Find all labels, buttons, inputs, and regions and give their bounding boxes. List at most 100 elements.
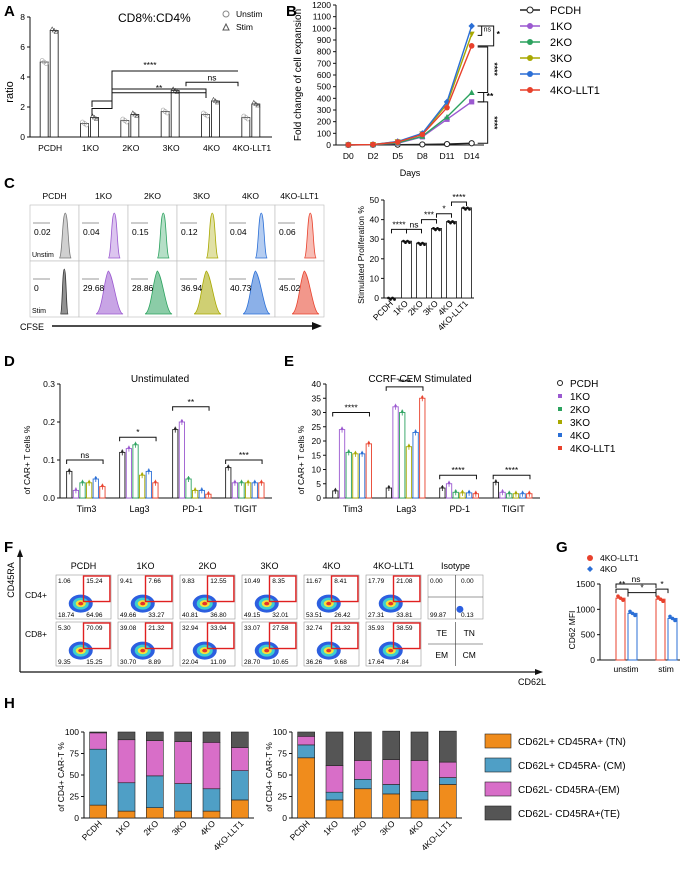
panel-b-point [468, 31, 475, 38]
panel-h-legend-swatch [484, 781, 512, 797]
panel-e-legend-marker [558, 394, 562, 398]
panel-g-point [633, 613, 637, 618]
panel-a-y-tick-label: 6 [20, 42, 25, 52]
cfse-label: CFSE [20, 322, 44, 332]
panel-h2-bar-te [439, 730, 457, 763]
panel-b-sig-label: * [497, 29, 501, 39]
flow-quad-ul: 11.67 [306, 578, 322, 585]
flow-gate-tn [206, 575, 235, 603]
panel-c-bar [461, 207, 472, 299]
panel-b-y-tick-label: 0 [326, 140, 331, 150]
panel-d-y-tick-label: 0.2 [43, 417, 55, 427]
histogram-value: 0.04 [230, 227, 247, 237]
panel-b-line-4ko-llt1 [348, 45, 473, 146]
panel-c-point [404, 241, 407, 245]
legend-unstim-marker [222, 10, 230, 18]
legend-stim-label: Stim [236, 22, 253, 32]
panel-c-point [423, 243, 426, 247]
histogram-value: 0.12 [181, 227, 198, 237]
panel-a-x-label: 4KO-LLT1 [233, 143, 272, 153]
panel-a-point [132, 111, 138, 117]
panel-e-bar-4ko [358, 453, 366, 499]
panel-b-y-tick-label: 1100 [313, 12, 332, 22]
panel-e-point [501, 490, 504, 493]
panel-g-sig-bracket [627, 592, 657, 597]
panel-h2-bar-em [325, 765, 344, 793]
panel-b-point [394, 139, 401, 145]
panel-d-point [101, 484, 104, 487]
panel-e-point [467, 490, 471, 494]
panel-a-ylabel: ratio [4, 81, 16, 102]
panel-h2-bar-tn [382, 793, 400, 819]
panel-h1-bar-cm [231, 770, 249, 801]
panel-e-legend-label: 2KO [570, 405, 590, 416]
panel-a-point [91, 114, 98, 120]
panel-h2-bar-tn [354, 788, 372, 819]
panel-c-col-header: 2KO [144, 191, 161, 201]
panel-c-bar [401, 240, 412, 299]
panel-h2-x-label: 1KO [321, 818, 340, 837]
panel-c-point [391, 296, 394, 300]
histogram-frame [29, 204, 80, 262]
panel-e-point [421, 396, 424, 399]
panel-a-sig-label: ns [208, 72, 217, 82]
panel-b-legend-label: 3KO [550, 53, 572, 65]
panel-h2-bar-cm [354, 778, 372, 790]
panel-a-y-tick-label: 0 [20, 132, 25, 142]
panel-c-y-tick-label: 40 [370, 215, 380, 225]
panel-e-point [354, 451, 357, 455]
panel-h1-bar-cm [117, 782, 136, 812]
panel-b-legend-marker [527, 39, 533, 45]
panel-c-point [464, 207, 467, 211]
panel-a-point [245, 116, 251, 122]
flow-quad-ll: 49.15 [244, 612, 261, 619]
panel-d-sig-label: * [136, 427, 140, 437]
panel-b-sig-bracket [477, 101, 489, 144]
panel-d-point [260, 480, 263, 483]
flow-density-peak [326, 648, 332, 653]
panel-e-point [461, 490, 464, 494]
panel-h2-y-tick-label: 100 [273, 727, 287, 737]
flow-quad-ul: 35.93 [368, 625, 385, 632]
panel-c-col-header: 4KO [242, 191, 259, 201]
histogram-curve [205, 212, 219, 259]
panel-b-legend-marker [527, 71, 533, 77]
panel-c-point [393, 298, 396, 301]
panel-b-sig-bracket [477, 25, 495, 47]
panel-c-col-header: 3KO [193, 191, 210, 201]
panel-h2-bar-em [382, 759, 400, 785]
panel-c-point [453, 221, 456, 225]
panel-d-point [127, 446, 131, 449]
panel-e-legend-marker [558, 407, 562, 411]
panel-label-d: D [4, 353, 15, 370]
panel-b-point [444, 104, 450, 111]
histogram-curve [59, 268, 69, 315]
panel-a-point [53, 29, 59, 34]
panel-h2-y-tick-label: 0 [282, 813, 287, 823]
histogram-value: 0 [34, 283, 39, 293]
panel-h1-bar-cm [146, 775, 164, 808]
panel-d-x-label: Tim3 [77, 504, 97, 514]
panel-d-point [81, 480, 84, 483]
panel-b-x-label: D8 [417, 151, 428, 161]
panel-a-sig-label: ** [156, 83, 163, 93]
panel-b-point [468, 22, 475, 30]
panel-g-bar [627, 612, 638, 661]
panel-b-legend-marker [527, 55, 533, 61]
panel-e-sig-bracket [385, 386, 424, 391]
panel-e-bar-1ko [338, 429, 346, 499]
histogram-curve [242, 270, 271, 315]
panel-h2-bar-te [297, 731, 315, 737]
panel-h1-bar-te [117, 731, 136, 741]
panel-a-bar-stim [49, 30, 59, 138]
panel-h1-bar-tn [146, 807, 164, 819]
panel-c-col-header: 4KO-LLT1 [280, 191, 319, 201]
flow-gate-tn [82, 622, 111, 650]
flow-quad-ur: 21.08 [396, 578, 413, 585]
panel-e-bar-4ko [412, 432, 419, 499]
panel-a-point [212, 98, 219, 103]
flow-quad-lr: 7.84 [396, 659, 409, 666]
panel-h1-x-label: 1KO [113, 818, 132, 837]
histogram-value: 40.73 [230, 283, 252, 293]
